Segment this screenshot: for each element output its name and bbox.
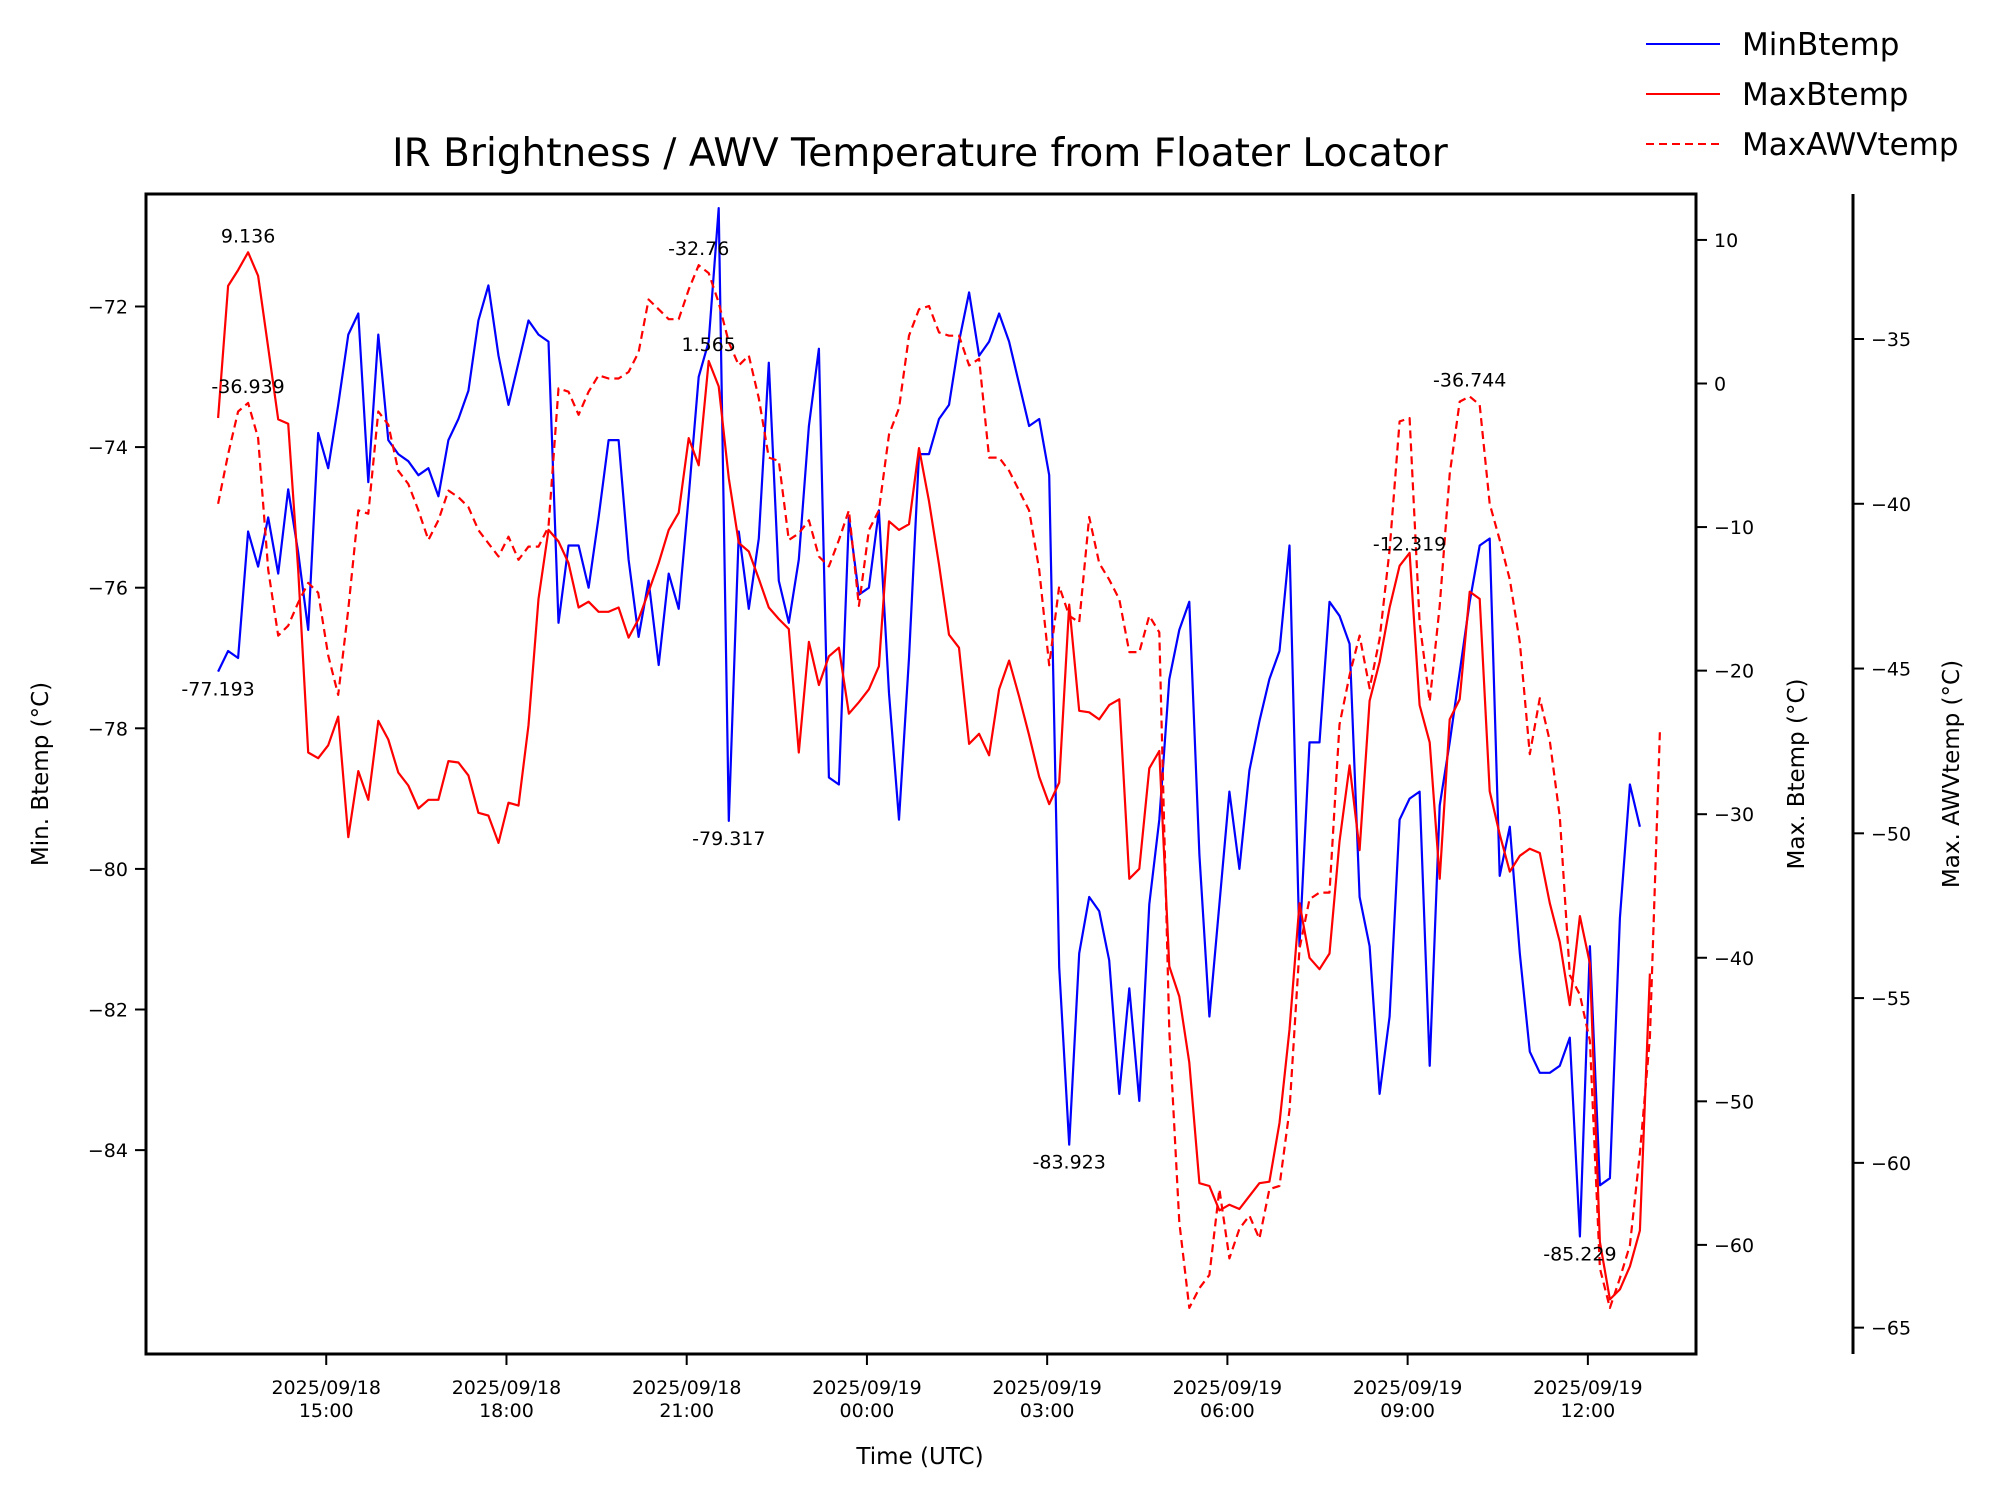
x-axis: 2025/09/1815:002025/09/1818:002025/09/18… [271, 1354, 1643, 1422]
x-axis-label: Time (UTC) [855, 1444, 983, 1470]
y-right1-tick-label: 0 [1714, 374, 1726, 396]
x-tick-label-time: 06:00 [1200, 1400, 1255, 1422]
y-right2-tick-label: −35 [1871, 329, 1911, 351]
y-right2-tick-label: −50 [1871, 823, 1911, 845]
y-right1-tick-label: −20 [1714, 661, 1754, 683]
y-axis-right2-label: Max. AWVtemp (°C) [1939, 660, 1965, 888]
right-axis-max-btemp: 10 0 −10 −20 −30 −40 −50 −60 [1696, 230, 1754, 1257]
y-left-tick-label: −80 [88, 859, 128, 881]
x-tick-label-time: 09:00 [1380, 1400, 1435, 1422]
y-right2-tick-label: −45 [1871, 659, 1911, 681]
x-tick-label-time: 18:00 [479, 1400, 534, 1422]
y-right1-tick-label: −40 [1714, 948, 1754, 970]
legend: MinBtemp MaxBtemp MaxAWVtemp [1646, 27, 1959, 163]
y-right1-tick-label: 10 [1714, 230, 1738, 252]
y-right2-tick-label: −65 [1871, 1318, 1911, 1340]
plot-area [144, 192, 1698, 1356]
x-tick-label-time: 12:00 [1560, 1400, 1615, 1422]
x-tick-label-date: 2025/09/18 [452, 1377, 562, 1399]
legend-label-minbtemp: MinBtemp [1742, 27, 1899, 63]
x-tick-label-date: 2025/09/19 [1353, 1377, 1463, 1399]
annotation-maxbtemp: 9.136 [221, 225, 275, 247]
annotations: -77.193 -79.317 -83.923 -85.229 9.136 1.565 -1… [181, 225, 1616, 1265]
y-right1-tick-label: −10 [1714, 517, 1754, 539]
x-tick-label-time: 15:00 [299, 1400, 354, 1422]
x-tick-label-date: 2025/09/19 [1533, 1377, 1643, 1399]
y-right2-tick-label: −60 [1871, 1153, 1911, 1175]
right-axis-max-awvtemp: −35 −40 −45 −50 −55 −60 −65 [1851, 194, 1911, 1354]
chart-title: IR Brightness / AWV Temperature from Flo… [392, 131, 1449, 176]
y-right1-tick-label: −50 [1714, 1091, 1754, 1113]
x-tick-label-time: 03:00 [1020, 1400, 1075, 1422]
x-tick-label-date: 2025/09/19 [992, 1377, 1102, 1399]
x-tick-label-date: 2025/09/18 [271, 1377, 381, 1399]
annotation-maxbtemp: -12.319 [1373, 533, 1446, 555]
x-tick-label-date: 2025/09/19 [1173, 1377, 1283, 1399]
legend-label-maxbtemp: MaxBtemp [1742, 77, 1908, 113]
y-left-tick-label: −74 [88, 437, 128, 459]
annotation-minbtemp: -77.193 [181, 679, 254, 701]
annotation-maxawvtemp: -36.939 [211, 376, 284, 398]
annotation-maxawvtemp: -32.76 [668, 238, 729, 260]
x-tick-label-date: 2025/09/18 [632, 1377, 742, 1399]
plot-frame [144, 192, 1698, 1356]
y-left-tick-label: −82 [88, 1000, 128, 1022]
y-left-tick-label: −76 [88, 578, 128, 600]
y-axis-right1-label: Max. Btemp (°C) [1784, 679, 1810, 870]
annotation-maxawvtemp: -36.744 [1433, 370, 1506, 392]
x-tick-label-date: 2025/09/19 [812, 1377, 922, 1399]
y-left-tick-label: −84 [88, 1140, 128, 1162]
annotation-minbtemp: -79.317 [692, 828, 765, 850]
annotation-maxbtemp: 1.565 [681, 334, 735, 356]
legend-label-maxawvtemp: MaxAWVtemp [1742, 127, 1959, 163]
y-left-tick-label: −78 [88, 718, 128, 740]
y-left-tick-label: −72 [88, 296, 128, 318]
y-right2-tick-label: −40 [1871, 494, 1911, 516]
annotation-minbtemp: -85.229 [1543, 1244, 1616, 1266]
y-right2-tick-label: −55 [1871, 988, 1911, 1010]
y-right1-tick-label: −60 [1714, 1235, 1754, 1257]
x-tick-label-time: 21:00 [659, 1400, 714, 1422]
series-line-maxbtemp [217, 251, 1651, 1301]
series-line-maxawvtemp [217, 264, 1662, 1310]
y-right1-tick-label: −30 [1714, 804, 1754, 826]
x-tick-label-time: 00:00 [840, 1400, 895, 1422]
left-axis: −72 −74 −76 −78 −80 −82 −84 [88, 296, 146, 1162]
series-line-minbtemp [217, 207, 1641, 1238]
y-axis-left-label: Min. Btemp (°C) [28, 682, 54, 866]
annotation-minbtemp: -83.923 [1033, 1152, 1106, 1174]
